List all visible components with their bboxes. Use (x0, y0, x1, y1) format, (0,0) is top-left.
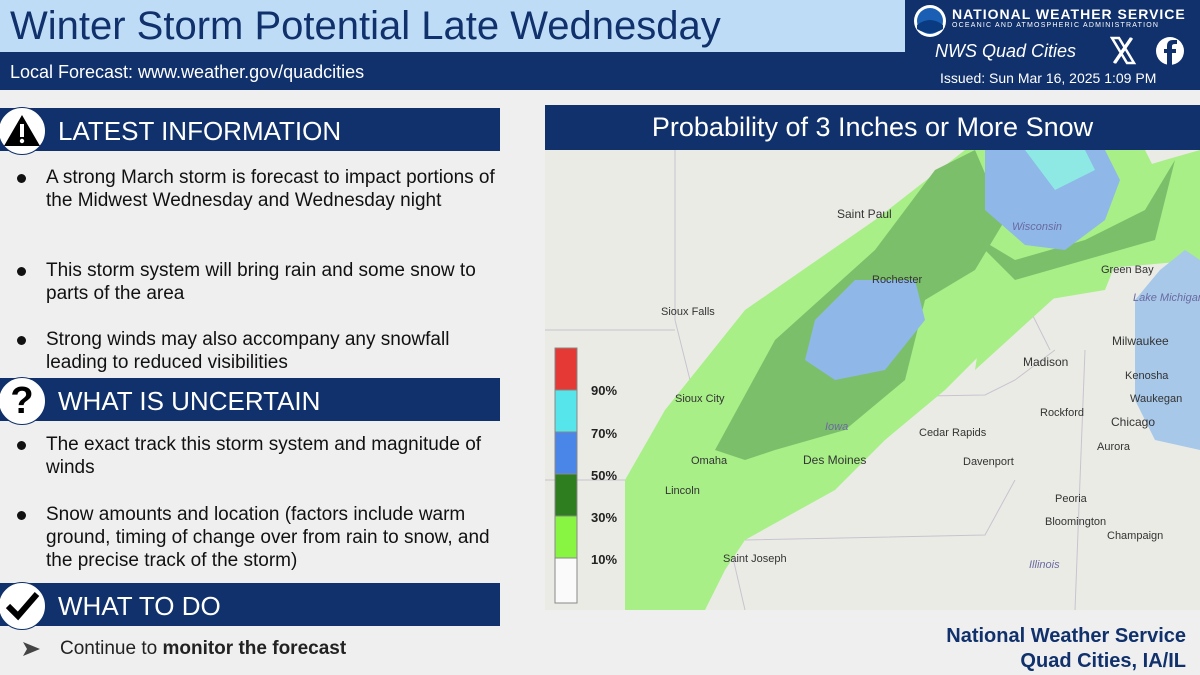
place: Milwaukee (1112, 334, 1169, 348)
footer-line: Quad Cities, IA/IL (1020, 650, 1186, 672)
title: Winter Storm Potential Late Wednesday (10, 4, 721, 48)
action: Continue to monitor the forecast (60, 637, 520, 660)
place: Lincoln (665, 485, 700, 497)
place: Illinois (1029, 559, 1060, 571)
map: 90% 70% 50% 30% 10% Saint Paul Rochester… (545, 150, 1200, 610)
place: Lake Michigan (1133, 292, 1200, 304)
title-band (0, 0, 905, 52)
heading: LATEST INFORMATION (58, 116, 342, 146)
text: This storm system will bring rain and so… (46, 260, 476, 304)
heading: WHAT TO DO (58, 591, 221, 621)
place: Rockford (1040, 407, 1084, 419)
footer-line: National Weather Service (946, 625, 1186, 647)
agency: NATIONAL WEATHER SERVICE (952, 6, 1186, 22)
place: Omaha (691, 455, 728, 467)
place: Madison (1023, 355, 1068, 369)
place: Davenport (963, 456, 1014, 468)
text: The exact track this storm system and ma… (46, 434, 482, 478)
bullet: The exact track this storm system and ma… (17, 433, 506, 479)
text: monitor the forecast (162, 638, 347, 659)
place: Green Bay (1101, 264, 1154, 276)
bullet: Strong winds may also accompany any snow… (17, 328, 506, 374)
bullet: A strong March storm is forecast to impa… (17, 166, 506, 212)
place: Aurora (1097, 441, 1131, 453)
sub-band (0, 52, 905, 90)
text: Snow amounts and location (factors inclu… (46, 504, 490, 571)
heading: WHAT IS UNCERTAIN (58, 386, 321, 416)
local-forecast: Local Forecast: www.weather.gov/quadciti… (10, 62, 365, 82)
text: A strong March storm is forecast to impa… (46, 167, 495, 211)
bullet: Snow amounts and location (factors inclu… (17, 503, 506, 572)
text: Continue to (60, 638, 158, 659)
place: Cedar Rapids (919, 427, 987, 439)
place: Des Moines (803, 453, 866, 467)
section-header: ? WHAT IS UNCERTAIN (0, 377, 500, 425)
legend-label: 50% (591, 468, 617, 483)
legend-label: 10% (591, 552, 617, 567)
place: Kenosha (1125, 370, 1169, 382)
section-header: WHAT TO DO (0, 582, 500, 630)
office: NWS Quad Cities (935, 41, 1077, 61)
issued: Issued: Sun Mar 16, 2025 1:09 PM (940, 70, 1157, 86)
social-icons[interactable] (1110, 35, 1190, 67)
noaa-logo (914, 5, 946, 37)
place: Saint Paul (837, 207, 892, 221)
place: Chicago (1111, 415, 1155, 429)
place: Bloomington (1045, 516, 1106, 528)
section-header: LATEST INFORMATION (0, 107, 500, 155)
place: Saint Joseph (723, 553, 787, 565)
place: Peoria (1055, 493, 1088, 505)
place: Champaign (1107, 530, 1163, 542)
place: Sioux Falls (661, 306, 715, 318)
icon-glyph: ? (10, 380, 34, 422)
brand-block (905, 0, 1200, 90)
legend-label: 70% (591, 426, 617, 441)
place: Iowa (825, 421, 848, 433)
arrow-bullet (23, 642, 40, 656)
place: Wisconsin (1012, 221, 1062, 233)
map-title: Probability of 3 Inches or More Snow (545, 105, 1200, 150)
text: Strong winds may also accompany any snow… (46, 329, 450, 373)
place: Rochester (872, 274, 922, 286)
place: Waukegan (1130, 393, 1182, 405)
place: Sioux City (675, 393, 725, 405)
bullet: This storm system will bring rain and so… (17, 259, 506, 305)
legend-label: 30% (591, 510, 617, 525)
legend-label: 90% (591, 383, 617, 398)
agency-sub: OCEANIC AND ATMOSPHERIC ADMINISTRATION (952, 22, 1160, 29)
